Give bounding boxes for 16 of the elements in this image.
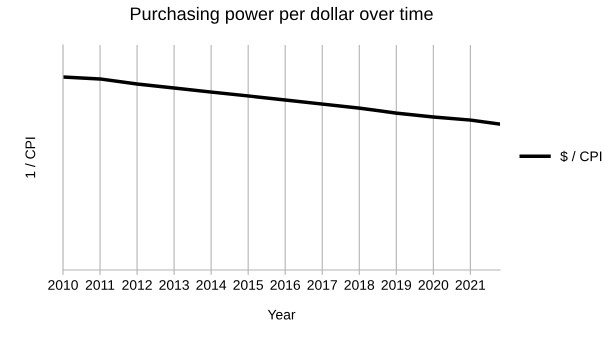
x-tick-label: 2015 [233, 280, 264, 290]
x-tick-label: 2021 [456, 280, 486, 290]
x-tick-label: 2017 [307, 280, 337, 290]
x-tick-label: 2010 [48, 280, 78, 290]
chart-title: Purchasing power per dollar over time [130, 6, 433, 24]
x-tick-label: 2020 [418, 280, 448, 290]
x-tick-label: 2016 [270, 280, 300, 290]
x-tick-label: 2018 [344, 280, 374, 290]
y-axis-title: 1 / CPI [25, 138, 36, 178]
x-tick-label: 2013 [159, 280, 189, 290]
legend-label: $ / CPI [560, 150, 602, 162]
x-tick-label: 2014 [196, 280, 226, 290]
x-tick-label: 2019 [382, 280, 412, 290]
x-axis-title: Year [268, 310, 296, 320]
x-tick-label: 2011 [86, 280, 114, 290]
x-tick-label: 2012 [122, 280, 152, 290]
